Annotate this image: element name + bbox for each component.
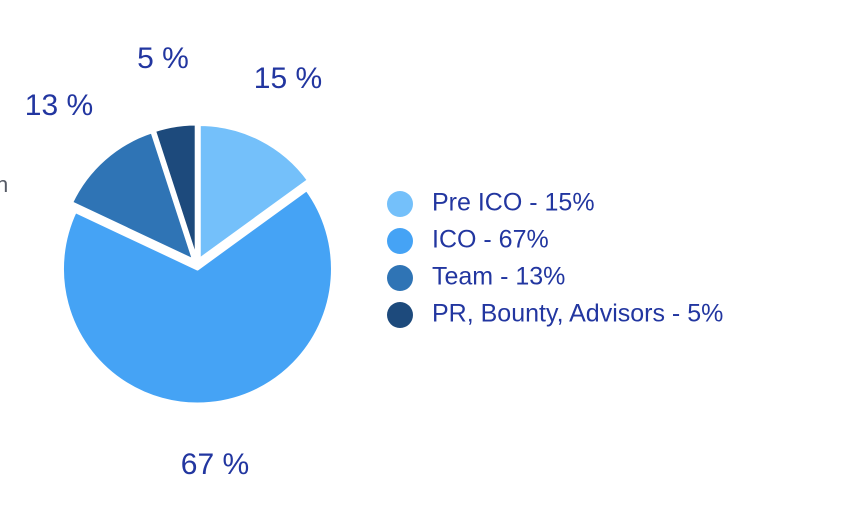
pie-slice-team: [70, 130, 196, 262]
legend-swatch: [387, 302, 413, 328]
legend-swatch: [387, 191, 413, 217]
legend-item: PR, Bounty, Advisors - 5%: [387, 300, 723, 328]
legend: Pre ICO - 15% ICO - 67% Team - 13% PR, Boun…: [387, 189, 723, 328]
slice-label: 13 %: [25, 89, 93, 122]
clipped-text-fragment: n: [0, 172, 9, 197]
legend-item: ICO - 67%: [387, 226, 549, 254]
legend-label: ICO - 67%: [432, 226, 549, 254]
legend-item: Team - 13%: [387, 263, 565, 291]
legend-label: Pre ICO - 15%: [432, 189, 595, 217]
legend-label: Team - 13%: [432, 263, 565, 291]
legend-item: Pre ICO - 15%: [387, 189, 595, 217]
slice-label: 67 %: [181, 448, 249, 481]
legend-label: PR, Bounty, Advisors - 5%: [432, 300, 723, 328]
slice-label: 15 %: [254, 62, 322, 95]
pie-slice-pre-ico: [197, 123, 310, 262]
pie-slice-ico: [60, 188, 334, 406]
legend-swatch: [387, 265, 413, 291]
pie-slices: [60, 122, 334, 406]
pie-slice-labels: 15 % 67 % 13 % 5 %: [25, 42, 322, 481]
slice-label: 5 %: [137, 42, 189, 75]
pie-slice-pr-bounty-advisors: [153, 122, 198, 261]
legend-swatch: [387, 228, 413, 254]
